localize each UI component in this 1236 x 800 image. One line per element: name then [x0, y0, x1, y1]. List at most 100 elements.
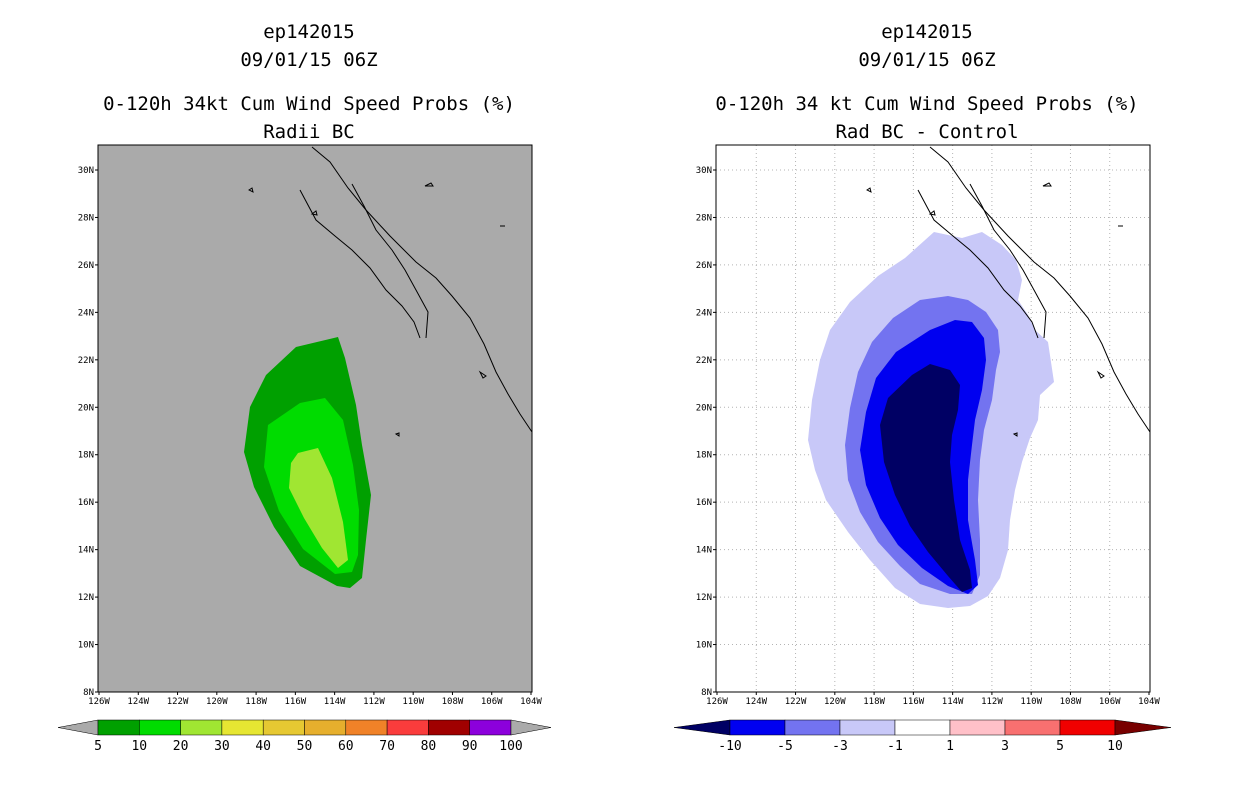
lon-label-120W: 120W [824, 697, 846, 707]
right-panel: ep142015 09/01/15 06Z 0-120h 34 kt Cum W… [673, 21, 1172, 754]
lat-label-22N: 22N [696, 356, 712, 366]
colorbar-swatch-3 [894, 719, 951, 736]
colorbar-label: -10 [718, 739, 741, 754]
colorbar-swatch-2 [839, 719, 896, 736]
colorbar-label: 40 [255, 739, 271, 754]
colorbar-label: 20 [173, 739, 189, 754]
colorbar-label: 70 [379, 739, 395, 754]
lon-label-110W: 110W [1020, 697, 1042, 707]
left-probability-contours [244, 337, 371, 588]
colorbar-label: -5 [777, 739, 793, 754]
colorbar-swatch-4 [949, 719, 1006, 736]
right-colorbar: -10 -5 -3 -1 1 3 5 10 [673, 719, 1172, 754]
lat-label-26N: 26N [696, 261, 712, 271]
lon-label-108W: 108W [442, 697, 464, 707]
colorbar-swatch-0 [97, 719, 140, 736]
lon-label-108W: 108W [1060, 697, 1082, 707]
lon-label-112W: 112W [363, 697, 385, 707]
left-coast-peninsula-east [351, 183, 429, 339]
lat-label-28N: 28N [696, 213, 712, 223]
lon-label-122W: 122W [785, 697, 807, 707]
lon-label-126W: 126W [706, 697, 728, 707]
colorbar-label: 30 [214, 739, 230, 754]
left-island-1 [248, 187, 254, 193]
lat-label-16N: 16N [696, 498, 712, 508]
lon-label-106W: 106W [1099, 697, 1121, 707]
lat-label-18N: 18N [78, 451, 94, 461]
lat-label-14N: 14N [78, 546, 94, 556]
colorbar-label: 90 [462, 739, 478, 754]
lat-label-14N: 14N [696, 546, 712, 556]
lat-label-10N: 10N [696, 641, 712, 651]
lat-label-12N: 12N [696, 593, 712, 603]
colorbar-end-high [510, 719, 552, 736]
colorbar-swatch-9 [469, 719, 512, 736]
left-title-sub: Radii BC [263, 121, 355, 143]
left-island-5 [394, 432, 400, 437]
left-title-product: 0-120h 34kt Cum Wind Speed Probs (%) [103, 93, 515, 115]
lon-label-124W: 124W [127, 697, 149, 707]
lon-label-114W: 114W [324, 697, 346, 707]
lat-label-18N: 18N [696, 451, 712, 461]
right-title-date: 09/01/15 06Z [858, 49, 995, 71]
colorbar-swatch-3 [221, 719, 264, 736]
left-contour-20pct [289, 448, 348, 568]
right-island-1 [866, 187, 872, 193]
colorbar-label: 60 [338, 739, 354, 754]
colorbar-swatch-0 [729, 719, 786, 736]
left-island-4 [478, 370, 487, 379]
lon-label-116W: 116W [285, 697, 307, 707]
right-map-frame [715, 144, 1151, 693]
colorbar-label: 5 [94, 739, 102, 754]
left-coastlines [248, 146, 532, 437]
colorbar-swatch-5 [304, 719, 347, 736]
right-island-4 [1096, 370, 1105, 379]
lat-label-8N: 8N [83, 688, 94, 698]
left-lat-axis: 8N 10N 12N 14N 16N 18N 20N 22N 24N 26N 28N 30N [78, 166, 98, 698]
lat-label-10N: 10N [78, 641, 94, 651]
right-island-2 [1042, 182, 1052, 187]
lon-label-104W: 104W [1138, 697, 1160, 707]
lat-label-28N: 28N [78, 213, 94, 223]
lon-label-124W: 124W [745, 697, 767, 707]
lon-label-120W: 120W [206, 697, 228, 707]
colorbar-swatch-6 [1059, 719, 1116, 736]
colorbar-label: -1 [887, 739, 903, 754]
lon-label-112W: 112W [981, 697, 1003, 707]
right-lat-axis: 8N 10N 12N 14N 16N 18N 20N 22N 24N 26N 28N 30N [696, 166, 716, 698]
colorbar-swatch-6 [345, 719, 388, 736]
lat-label-22N: 22N [78, 356, 94, 366]
right-title-sub: Rad BC - Control [835, 121, 1018, 143]
left-map-frame [97, 144, 533, 693]
lat-label-20N: 20N [696, 403, 712, 413]
colorbar-swatch-1 [784, 719, 841, 736]
colorbar-label: 1 [946, 739, 954, 754]
lon-label-106W: 106W [481, 697, 503, 707]
right-contour-minus10 [880, 364, 972, 592]
lat-label-20N: 20N [78, 403, 94, 413]
right-title-product: 0-120h 34 kt Cum Wind Speed Probs (%) [715, 93, 1138, 115]
colorbar-swatch-4 [262, 719, 305, 736]
colorbar-swatch-8 [428, 719, 470, 736]
left-coast-peninsula-west [299, 189, 421, 339]
lon-label-126W: 126W [88, 697, 110, 707]
colorbar-label: -3 [832, 739, 848, 754]
colorbar-swatch-1 [139, 719, 181, 736]
lon-label-118W: 118W [863, 697, 885, 707]
lon-label-110W: 110W [402, 697, 424, 707]
colorbar-label: 10 [131, 739, 147, 754]
left-island-6 [310, 210, 318, 216]
right-title-storm: ep142015 [881, 21, 973, 43]
right-difference-contours [808, 232, 1054, 608]
lon-label-114W: 114W [942, 697, 964, 707]
right-coast-peninsula-west [917, 189, 1039, 339]
right-coast-peninsula-east [969, 183, 1047, 339]
right-island-5 [1012, 432, 1018, 437]
lon-label-122W: 122W [167, 697, 189, 707]
left-panel: ep142015 09/01/15 06Z 0-120h 34kt Cum Wi… [57, 21, 552, 754]
lat-label-16N: 16N [78, 498, 94, 508]
left-coast-mainland [311, 146, 532, 433]
left-title-storm: ep142015 [263, 21, 355, 43]
colorbar-label: 3 [1001, 739, 1009, 754]
